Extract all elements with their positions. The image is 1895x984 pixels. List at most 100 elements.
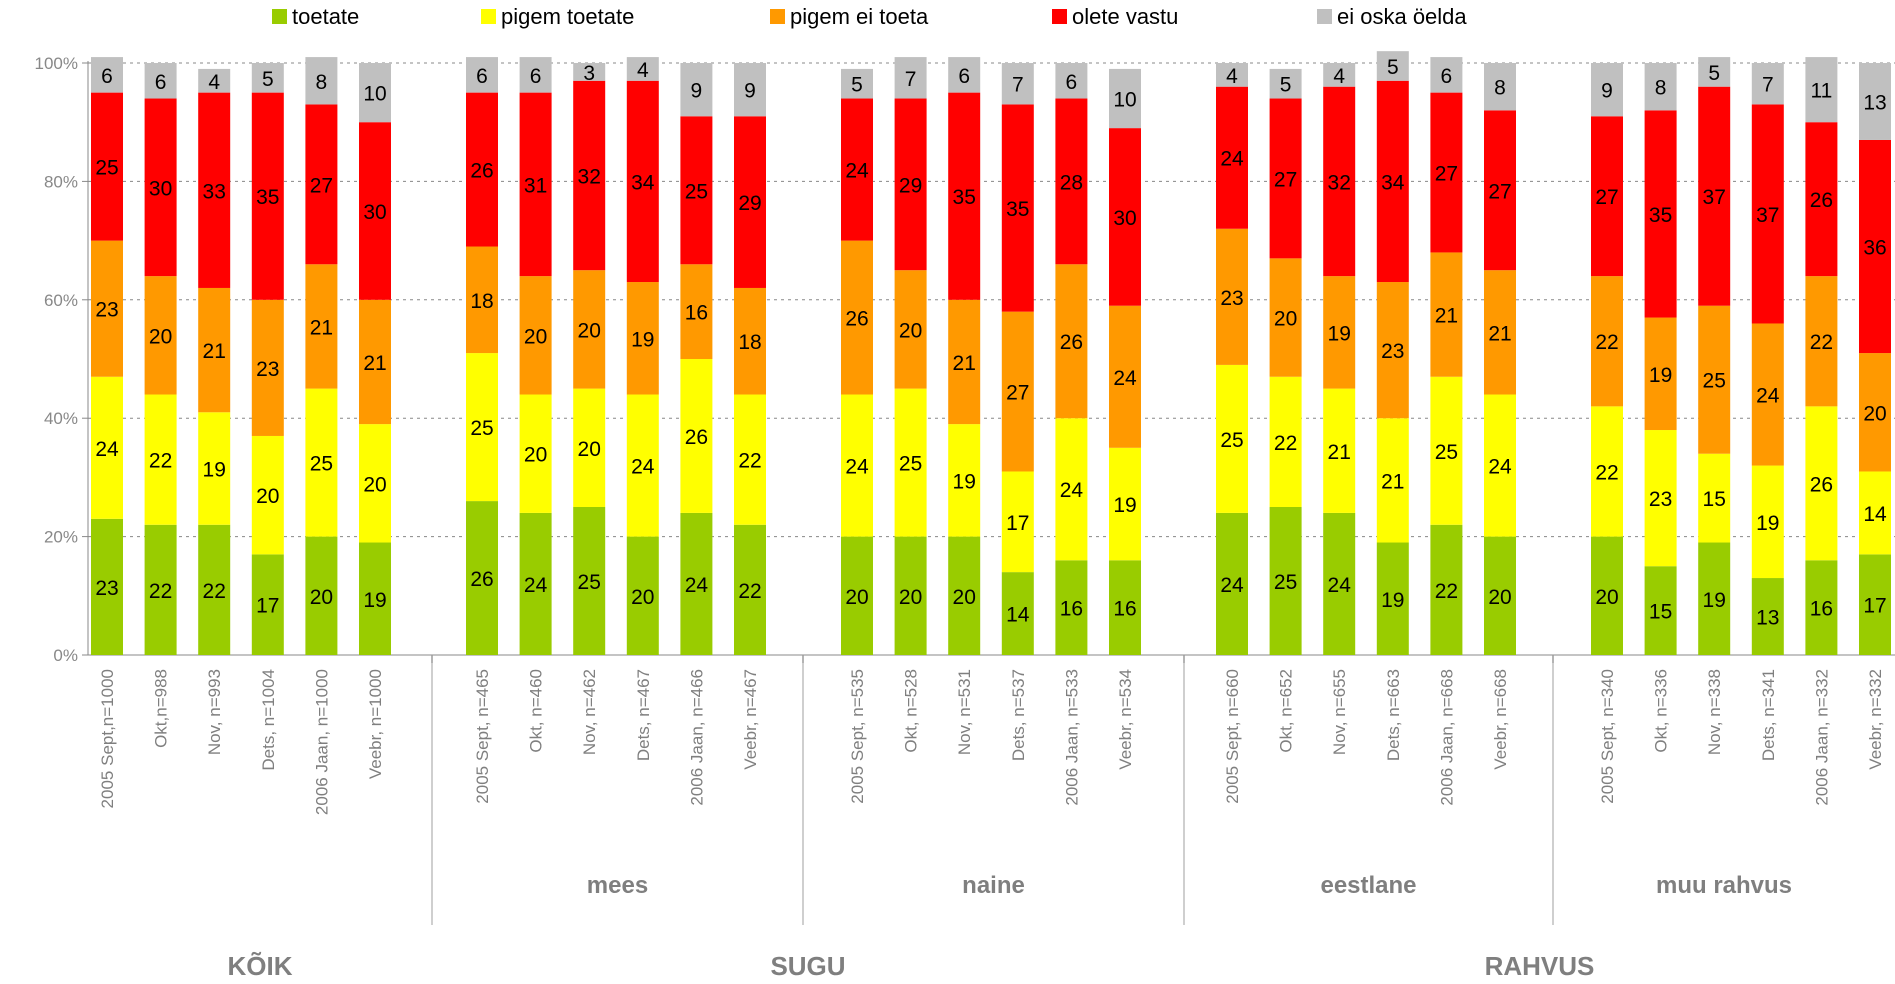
data-label: 20 [256, 485, 279, 508]
data-label: 8 [316, 71, 328, 94]
bar-segment [1109, 128, 1141, 306]
bar-segment [1376, 542, 1409, 655]
bar-segment [1269, 376, 1302, 507]
category-label: 2005 Sept, n=465 [473, 669, 492, 804]
data-label: 34 [631, 171, 655, 194]
legend-swatch [770, 9, 785, 24]
legend-label: olete vastu [1072, 4, 1178, 29]
bar-segment [144, 276, 177, 395]
data-label: 32 [1328, 171, 1351, 194]
bar-segment [305, 388, 338, 537]
bar-segment [305, 536, 338, 655]
data-label: 24 [1488, 456, 1512, 479]
data-label: 29 [899, 174, 922, 197]
data-label: 20 [1274, 308, 1297, 331]
bar-segment [948, 57, 981, 93]
data-label: 33 [203, 180, 226, 203]
data-label: 35 [256, 186, 279, 209]
data-label: 27 [1435, 163, 1458, 186]
bar-segment [1805, 406, 1838, 561]
bar-segment [1644, 110, 1677, 318]
bar-segment [1001, 311, 1034, 472]
data-label: 19 [1381, 589, 1404, 612]
legend-label: pigem toetate [501, 4, 634, 29]
bar-segment [1805, 122, 1838, 277]
data-label: 24 [845, 456, 869, 479]
data-label: 31 [524, 174, 547, 197]
bar-segment [1859, 554, 1891, 655]
data-label: 20 [310, 586, 333, 609]
bar-segment [251, 554, 284, 655]
data-label: 20 [899, 586, 922, 609]
data-label: 26 [1060, 331, 1083, 354]
data-label: 25 [1435, 441, 1458, 464]
data-label: 4 [208, 71, 220, 94]
bar-segment [1484, 110, 1516, 271]
data-label: 20 [524, 325, 547, 348]
bar-segment [1269, 507, 1302, 655]
data-label: 6 [476, 65, 488, 88]
bar-segment [1269, 98, 1302, 259]
category-label: 2006 Jaan, n=668 [1437, 669, 1456, 806]
bar-segment [626, 57, 659, 81]
bar-segment [519, 394, 552, 513]
data-label: 19 [953, 470, 976, 493]
bar-segment [519, 512, 552, 655]
y-tick-label: 80% [44, 172, 78, 191]
bar-segment [1591, 116, 1623, 277]
bar-segment [1216, 228, 1248, 365]
data-label: 28 [1060, 171, 1083, 194]
data-label: 22 [738, 450, 761, 473]
bar-segment [948, 92, 981, 300]
data-label: 7 [905, 68, 917, 91]
data-label: 19 [363, 589, 386, 612]
data-label: 25 [578, 571, 601, 594]
category-label: Veebr, n=534 [1116, 669, 1135, 770]
data-label: 14 [1863, 503, 1887, 526]
category-label: 2006 Jaan, n=466 [687, 669, 706, 806]
category-label: Dets, n=1004 [259, 669, 278, 771]
bar-segment [1698, 453, 1731, 543]
data-label: 27 [1595, 186, 1618, 209]
data-label: 20 [578, 438, 601, 461]
bar-segment [841, 240, 873, 395]
data-label: 10 [1113, 89, 1136, 112]
data-label: 26 [685, 426, 708, 449]
legend-swatch [1317, 9, 1332, 24]
y-tick-label: 20% [44, 528, 78, 547]
data-label: 20 [524, 444, 547, 467]
bar-segment [198, 287, 231, 413]
bar-segment [1323, 86, 1356, 277]
data-label: 17 [1006, 512, 1029, 535]
data-label: 5 [262, 68, 274, 91]
category-label: 2006 Jaan, n=1000 [312, 669, 331, 815]
bar-segment [573, 270, 606, 389]
bar-segment [1644, 317, 1677, 431]
bar-segment [1484, 536, 1516, 655]
data-label: 23 [95, 299, 118, 322]
category-label: Nov, n=655 [1330, 669, 1349, 755]
data-label: 23 [1381, 340, 1404, 363]
subgroup-label: eestlane [1320, 872, 1416, 899]
data-label: 20 [149, 325, 172, 348]
data-label: 19 [1756, 512, 1779, 535]
bar-segment [734, 287, 766, 395]
bar-segment [1484, 394, 1516, 537]
bar-segment [1376, 418, 1409, 543]
category-label: Veebr, n=467 [741, 669, 760, 770]
data-label: 15 [1649, 601, 1672, 624]
bar-segment [359, 122, 391, 300]
category-label: Dets, n=467 [634, 669, 653, 761]
data-label: 21 [1435, 305, 1458, 328]
bar-segment [1430, 252, 1463, 377]
data-label: 25 [1220, 429, 1243, 452]
data-label: 20 [953, 586, 976, 609]
data-label: 19 [631, 328, 654, 351]
bar-segment [1430, 376, 1463, 525]
data-label: 21 [1381, 470, 1404, 493]
bar-segment [734, 524, 766, 655]
bar-segment [841, 394, 873, 537]
bar-segment [1323, 63, 1356, 87]
